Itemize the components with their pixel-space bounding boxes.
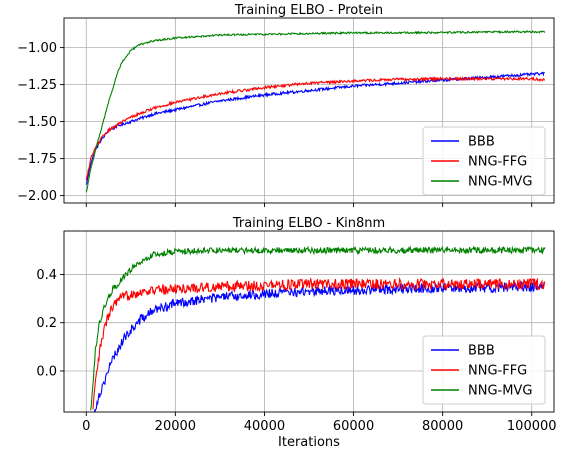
legend: BBB NNG-FFG NNG-MVG — [422, 126, 546, 196]
y-tick-label: −2.00 — [17, 189, 57, 204]
legend-label-nng-mvg: NNG-MVG — [468, 384, 532, 399]
legend-label-bbb: BBB — [468, 344, 495, 359]
legend-label-nng-ffg: NNG-FFG — [468, 155, 527, 170]
series-line-nng-ffg — [85, 75, 546, 181]
legend: BBB NNG-FFG NNG-MVG — [422, 335, 546, 405]
series-line-bbb — [93, 279, 545, 412]
y-tick-label: 0.2 — [36, 316, 57, 331]
y-tick-label: −1.25 — [17, 78, 57, 93]
x-axis-label: Iterations — [278, 435, 340, 450]
x-tick-label: 60000 — [333, 419, 374, 434]
legend-box — [422, 126, 546, 196]
x-tick-label: 100000 — [507, 419, 557, 434]
protein-elbo-panel: −2.00 −1.75 −1.50 −1.25 −1.00 Training ELBO -… — [17, 3, 555, 207]
x-tick-label: 40000 — [244, 419, 285, 434]
chart-title: Training ELBO - Kin8nm — [232, 216, 385, 231]
chart-title: Training ELBO - Protein — [234, 3, 383, 18]
series-line-nng-mvg — [85, 29, 546, 193]
y-tick-label: −1.00 — [17, 41, 57, 56]
series-line-nng-mvg — [90, 245, 546, 411]
y-tick-label: 0.0 — [36, 364, 57, 379]
y-tick-label: −1.75 — [17, 152, 57, 167]
x-tick-label: 0 — [82, 419, 90, 434]
legend-label-bbb: BBB — [468, 135, 495, 150]
legend-label-nng-ffg: NNG-FFG — [468, 364, 527, 379]
y-tick-label: −1.50 — [17, 115, 57, 130]
kin8nm-elbo-panel: 0 20000 40000 60000 80000 100000 0.0 0.2 0.4 Trai… — [36, 216, 556, 450]
series-line-nng-ffg — [92, 276, 546, 410]
axes-frame — [63, 230, 555, 413]
x-tick-label: 80000 — [422, 419, 463, 434]
y-tick-label: 0.4 — [36, 268, 57, 283]
legend-label-nng-mvg: NNG-MVG — [468, 175, 532, 190]
legend-box — [422, 335, 546, 405]
axes-frame — [63, 17, 555, 204]
x-tick-label: 20000 — [155, 419, 196, 434]
